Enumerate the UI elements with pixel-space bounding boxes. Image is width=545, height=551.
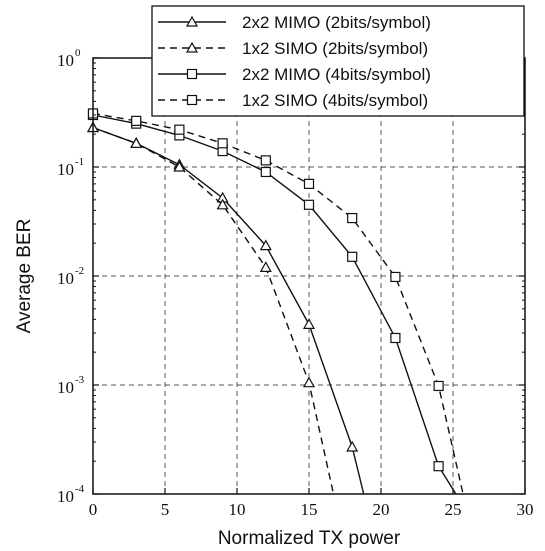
triangle-point bbox=[130, 137, 143, 148]
y-tick-label: 10 -4 bbox=[57, 483, 85, 506]
y-tick-base: 10 bbox=[57, 160, 74, 179]
series-3 bbox=[87, 109, 457, 495]
legend-item: 2x2 MIMO (4bits/symbol) bbox=[158, 65, 431, 84]
series-line bbox=[92, 126, 365, 495]
x-axis-label: Normalized TX power bbox=[218, 528, 401, 549]
series-line bbox=[92, 114, 457, 495]
square-point bbox=[390, 332, 401, 344]
legend: 2x2 MIMO (2bits/symbol) 1x2 SIMO (2bits/s… bbox=[151, 5, 525, 117]
square-point bbox=[303, 199, 315, 210]
y-tick-label: 10 -3 bbox=[57, 374, 85, 397]
series-1 bbox=[86, 121, 365, 495]
triangle-point bbox=[259, 239, 272, 251]
x-tick-label: 0 bbox=[89, 500, 98, 519]
square-point bbox=[260, 155, 271, 166]
triangle-point bbox=[302, 318, 316, 329]
square-point bbox=[260, 166, 271, 178]
y-tick-base: 10 bbox=[57, 269, 74, 288]
legend-marker bbox=[186, 68, 198, 80]
square-point bbox=[433, 380, 444, 392]
x-tick-label: 5 bbox=[161, 500, 170, 519]
square-point bbox=[347, 251, 358, 262]
square-point bbox=[303, 178, 315, 189]
y-axis-label: Average BER bbox=[14, 219, 35, 334]
legend-item: 2x2 MIMO (2bits/symbol) bbox=[158, 13, 431, 32]
series-line bbox=[92, 112, 464, 495]
legend-box bbox=[151, 5, 525, 117]
grid bbox=[93, 58, 525, 494]
y-tick-exponent: -4 bbox=[75, 483, 85, 495]
y-tick-label: 10 0 bbox=[57, 47, 81, 70]
triangle-point bbox=[302, 376, 316, 388]
x-tick-label: 25 bbox=[445, 500, 462, 519]
series-layer bbox=[86, 108, 464, 495]
legend-item: 1x2 SIMO (2bits/symbol) bbox=[158, 39, 428, 58]
x-tick-label: 20 bbox=[373, 500, 390, 519]
series-2 bbox=[86, 121, 335, 495]
y-tick-exponent: 0 bbox=[75, 47, 81, 59]
legend-label: 1x2 SIMO (4bits/symbol) bbox=[242, 91, 428, 110]
series-line bbox=[92, 126, 335, 495]
y-tick-base: 10 bbox=[57, 487, 74, 506]
legend-item: 1x2 SIMO (4bits/symbol) bbox=[158, 91, 428, 110]
y-tick-base: 10 bbox=[57, 378, 74, 397]
square-point bbox=[347, 212, 358, 224]
y-tick-label: 10 -2 bbox=[57, 265, 84, 288]
square-point bbox=[433, 461, 444, 472]
legend-marker bbox=[186, 94, 198, 106]
y-tick-label: 10 -1 bbox=[57, 156, 84, 179]
y-tick-base: 10 bbox=[57, 51, 74, 70]
triangle-point bbox=[216, 198, 229, 210]
legend-label: 2x2 MIMO (2bits/symbol) bbox=[242, 13, 431, 32]
triangle-point bbox=[346, 440, 359, 452]
y-tick-exponent: -3 bbox=[75, 374, 85, 386]
square-point bbox=[217, 138, 228, 149]
x-tick-label: 10 bbox=[229, 500, 246, 519]
square-point bbox=[390, 271, 401, 283]
square-point bbox=[131, 115, 142, 126]
triangle-point bbox=[173, 160, 186, 172]
square-point bbox=[174, 124, 185, 135]
legend-label: 2x2 MIMO (4bits/symbol) bbox=[242, 65, 431, 84]
y-tick-exponent: -1 bbox=[75, 156, 84, 168]
legend-label: 1x2 SIMO (2bits/symbol) bbox=[242, 39, 428, 58]
legend-marker bbox=[185, 41, 199, 53]
x-tick-label: 15 bbox=[301, 500, 318, 519]
x-tick-label: 30 bbox=[517, 500, 534, 519]
triangle-point bbox=[259, 261, 272, 272]
y-tick-exponent: -2 bbox=[75, 265, 84, 277]
legend-marker bbox=[185, 15, 199, 27]
